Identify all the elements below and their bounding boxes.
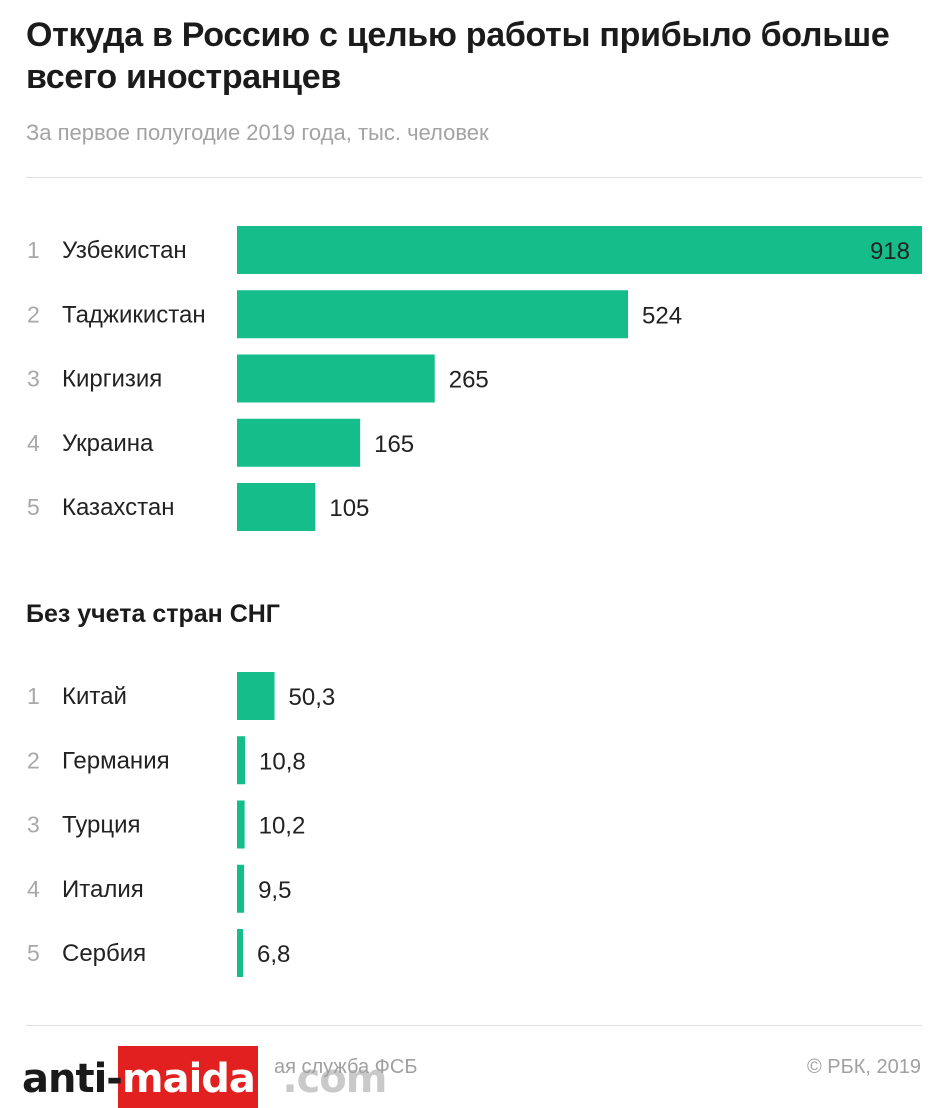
watermark-text: anti-maidan.com bbox=[22, 1056, 387, 1102]
bar bbox=[237, 226, 922, 274]
rank-label: 4 bbox=[27, 876, 40, 902]
source-note: ая служба ФСБ bbox=[274, 1056, 418, 1078]
value-label: 524 bbox=[642, 302, 682, 329]
value-label: 50,3 bbox=[289, 684, 336, 711]
bar bbox=[237, 800, 245, 849]
copyright: © РБК, 2019 bbox=[806, 1056, 921, 1078]
section-title-non-cis: Без учета стран СНГ bbox=[26, 600, 280, 628]
category-label: Турция bbox=[62, 812, 141, 839]
bar bbox=[237, 290, 629, 339]
cis-countries-bar-chart: 1 Узбекистан 918 2 Таджикистан 524 3 Киргизия 26… bbox=[27, 226, 922, 531]
category-label: Таджикистан bbox=[62, 301, 206, 328]
top-divider bbox=[26, 177, 922, 178]
bottom-divider bbox=[26, 1025, 922, 1026]
value-label: 9,5 bbox=[258, 877, 291, 904]
category-label: Германия bbox=[62, 747, 170, 774]
bar bbox=[237, 736, 246, 785]
bar bbox=[237, 672, 275, 720]
watermark-logo: anti-maidan.com bbox=[18, 1040, 387, 1108]
category-label: Узбекистан bbox=[62, 237, 187, 264]
rank-label: 5 bbox=[27, 940, 40, 966]
category-label: Сербия bbox=[62, 940, 146, 967]
chart-subtitle: За первое полугодие 2019 года, тыс. чело… bbox=[26, 120, 489, 145]
rank-label: 5 bbox=[27, 494, 40, 520]
category-label: Италия bbox=[62, 876, 144, 903]
category-label: Китай bbox=[62, 683, 127, 710]
category-label: Киргизия bbox=[62, 366, 162, 393]
value-label: 165 bbox=[374, 431, 414, 458]
value-label: 918 bbox=[870, 238, 910, 265]
category-label: Казахстан bbox=[62, 494, 174, 521]
value-label: 105 bbox=[329, 495, 369, 522]
non-cis-countries-bar-chart: 1 Китай 50,3 2 Германия 10,8 3 Турция 10,2 4 Итали… bbox=[27, 672, 336, 977]
category-label: Украина bbox=[62, 430, 154, 457]
value-label: 265 bbox=[449, 367, 489, 394]
bar bbox=[237, 354, 435, 403]
watermark-red-block bbox=[118, 1046, 258, 1108]
rank-label: 1 bbox=[27, 237, 40, 263]
rank-label: 2 bbox=[27, 747, 40, 773]
rank-label: 3 bbox=[27, 366, 40, 392]
bar bbox=[237, 864, 245, 913]
value-label: 6,8 bbox=[257, 941, 290, 968]
bar bbox=[237, 929, 243, 977]
bar bbox=[237, 418, 361, 467]
value-label: 10,8 bbox=[259, 748, 306, 775]
rank-label: 4 bbox=[27, 430, 40, 456]
rank-label: 2 bbox=[27, 301, 40, 327]
rank-label: 3 bbox=[27, 812, 40, 838]
value-label: 10,2 bbox=[259, 813, 306, 840]
chart-title: Откуда в Россию с целью работы прибыло б… bbox=[26, 16, 890, 96]
bar bbox=[237, 483, 316, 531]
rank-label: 1 bbox=[27, 683, 40, 709]
